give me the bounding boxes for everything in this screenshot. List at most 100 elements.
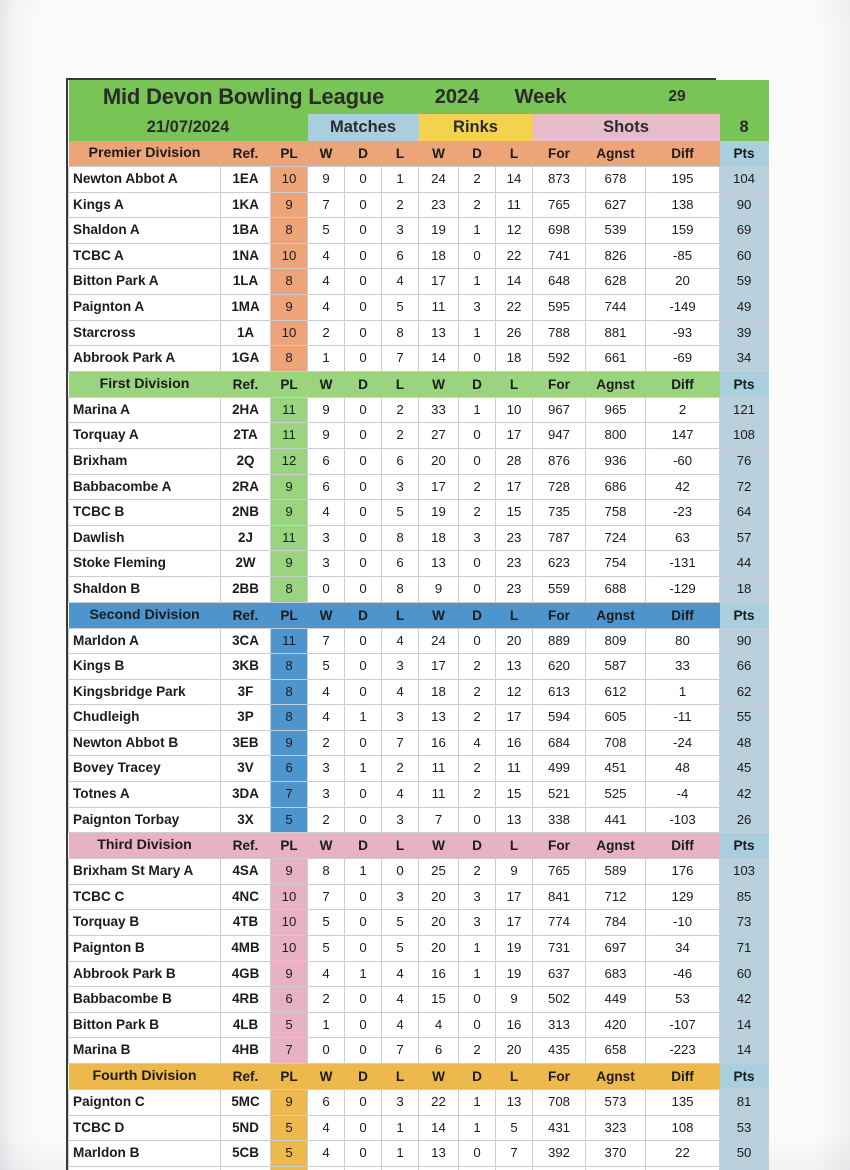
matches-drawn: 0 [344, 986, 382, 1013]
matches-won: 6 [307, 1089, 345, 1116]
team-name: Babbacombe A [68, 473, 221, 501]
team-ref: 1LA [220, 268, 271, 295]
table-row: Bovey Tracey 3V 6 3 1 2 11 2 11 499 451 48 45 [68, 755, 770, 783]
shots-for: 774 [531, 909, 587, 937]
rinks-drawn: 0 [458, 345, 496, 372]
shots-against: 784 [585, 909, 647, 937]
shots-diff: 1 [645, 678, 721, 706]
matches-won: 5 [307, 909, 345, 937]
table-row: Paignton A 1MA 9 4 0 5 11 3 22 595 744 -149 49 [68, 293, 770, 321]
rinks-drawn: 1 [458, 960, 496, 988]
rinks-won: 11 [418, 755, 459, 783]
team-name: Marldon A [68, 627, 221, 655]
team-name: Abbrook Park A [68, 345, 221, 372]
shots-for: 873 [531, 166, 587, 193]
points-total: 69 [719, 217, 770, 244]
matches-drawn: 0 [344, 319, 382, 347]
team-name: Abbrook Park B [68, 960, 221, 988]
rinks-drawn: 3 [458, 909, 496, 937]
col-header-pts: Pts [719, 832, 769, 859]
rinks-lost: 14 [495, 166, 533, 193]
rinks-lost: 28 [495, 447, 533, 475]
col-header-rinks-w: W [418, 371, 459, 398]
matches-drawn: 0 [344, 1037, 382, 1064]
band-shots: Shots [532, 114, 720, 141]
league-standings-table: Mid Devon Bowling League 2024 Week 29 21/07/… [68, 80, 770, 1170]
matches-drawn: 0 [344, 217, 382, 244]
shots-for: 728 [531, 473, 587, 501]
matches-won: 4 [307, 268, 345, 295]
rinks-won: 27 [418, 422, 459, 449]
rinks-lost: 16 [495, 729, 533, 757]
rinks-lost: 14 [495, 1165, 533, 1170]
rinks-lost: 13 [495, 1089, 533, 1116]
matches-lost: 8 [381, 319, 419, 347]
shots-against: 678 [585, 166, 647, 193]
team-ref: 5ND [220, 1114, 271, 1142]
team-name: Paignton A [68, 293, 221, 321]
matches-drawn: 0 [344, 550, 382, 577]
rinks-drawn: 2 [458, 191, 496, 219]
shots-for: 788 [531, 319, 587, 347]
matches-won: 3 [307, 755, 345, 783]
played-count: 5 [270, 1114, 308, 1142]
team-name: Brixham [68, 447, 221, 475]
team-name: TCBC B [68, 499, 221, 526]
matches-lost: 8 [381, 575, 419, 603]
shots-for: 637 [531, 960, 587, 988]
team-ref: 2TA [220, 422, 271, 449]
rinks-lost: 11 [495, 755, 533, 783]
played-count: 9 [270, 191, 308, 219]
played-count: 8 [270, 345, 308, 372]
team-ref: 3F [220, 678, 271, 706]
division-name: First Division [68, 371, 221, 398]
shots-diff: 195 [645, 166, 721, 193]
rinks-drawn: 2 [458, 858, 496, 885]
col-header-rinks-l: L [495, 1063, 533, 1090]
rinks-drawn: 0 [458, 447, 496, 475]
matches-lost: 3 [381, 806, 419, 834]
rinks-won: 24 [418, 627, 459, 655]
shots-diff: 176 [645, 858, 721, 885]
matches-lost: 3 [381, 653, 419, 680]
shots-diff: -46 [645, 960, 721, 988]
table-row: Newton Abbot A 1EA 10 9 0 1 24 2 14 873 678 195 104 [68, 166, 770, 193]
rinks-won: 11 [418, 293, 459, 321]
col-header-matches-l: L [381, 832, 419, 859]
played-count: 9 [270, 1089, 308, 1116]
shots-diff: 138 [645, 191, 721, 219]
rinks-won: 18 [418, 242, 459, 270]
shots-for: 967 [531, 396, 587, 424]
shots-against: 686 [585, 473, 647, 501]
col-header-rinks-l: L [495, 602, 533, 628]
matches-lost: 2 [381, 191, 419, 219]
rinks-won: 14 [418, 345, 459, 372]
team-name: TCBC D [68, 1114, 221, 1142]
played-count: 11 [270, 627, 308, 655]
shots-for: 620 [531, 653, 587, 680]
rinks-won: 14 [418, 1114, 459, 1142]
table-row: Torquay A 2TA 11 9 0 2 27 0 17 947 800 147 108 [68, 422, 770, 449]
table-row: TCBC A 1NA 10 4 0 6 18 0 22 741 826 -85 60 [68, 242, 770, 270]
team-ref: 2W [220, 550, 271, 577]
col-header-ref: Ref. [220, 602, 271, 628]
shots-for: 698 [531, 217, 587, 244]
rinks-won: 20 [418, 909, 459, 937]
played-count: 6 [270, 986, 308, 1013]
title-row: Mid Devon Bowling League 2024 Week 29 [68, 80, 769, 114]
col-header-matches-d: D [344, 602, 382, 628]
shots-for: 841 [531, 883, 587, 911]
shots-for: 559 [531, 575, 587, 603]
team-name: TCBC C [68, 883, 221, 911]
rinks-won: 13 [418, 319, 459, 347]
matches-lost: 8 [381, 524, 419, 552]
played-count: 9 [270, 499, 308, 526]
shots-diff: 20 [645, 268, 721, 295]
team-ref: 3DA [220, 781, 271, 808]
shots-diff: 135 [645, 1089, 721, 1116]
rinks-drawn: 2 [458, 755, 496, 783]
matches-drawn: 0 [344, 781, 382, 808]
table-row: Marina A 2HA 11 9 0 2 33 1 10 967 965 2 121 [68, 396, 770, 424]
matches-drawn: 0 [344, 806, 382, 834]
col-header-for: For [532, 141, 586, 167]
